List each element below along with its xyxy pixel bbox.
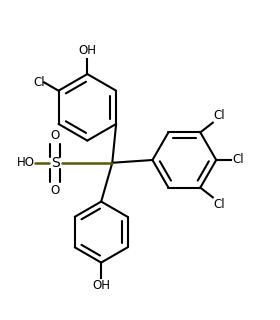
Text: Cl: Cl	[34, 76, 45, 89]
Text: HO: HO	[17, 156, 35, 169]
Text: S: S	[51, 156, 60, 170]
Text: Cl: Cl	[214, 198, 225, 211]
Text: Cl: Cl	[214, 109, 225, 122]
Text: Cl: Cl	[232, 154, 244, 166]
Text: OH: OH	[78, 44, 96, 57]
Text: O: O	[51, 129, 60, 142]
Text: OH: OH	[92, 279, 110, 292]
Text: O: O	[51, 184, 60, 196]
